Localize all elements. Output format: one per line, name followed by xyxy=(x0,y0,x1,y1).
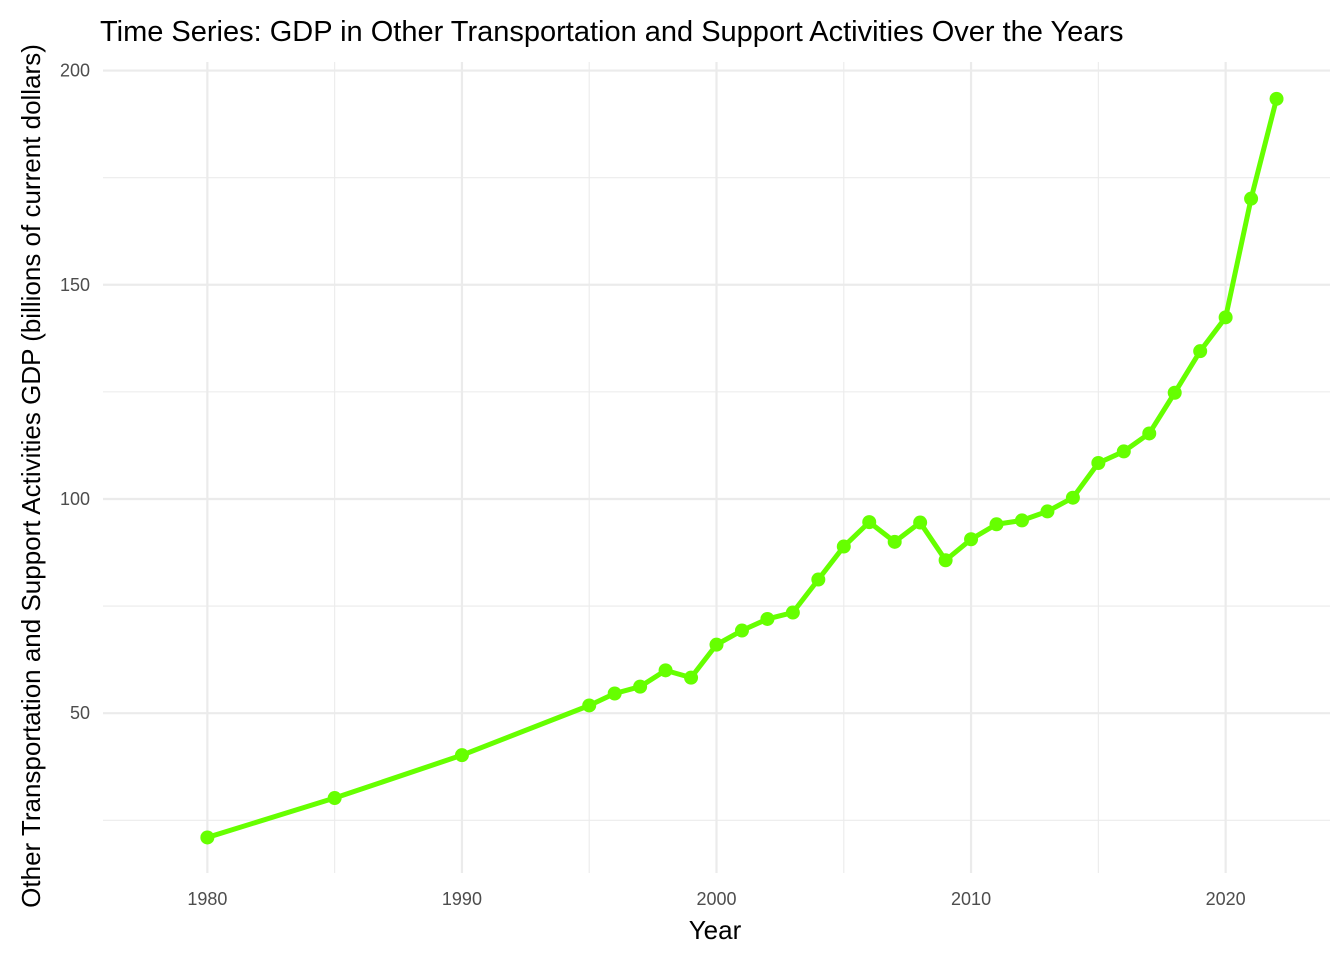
data-point xyxy=(1218,310,1233,325)
data-point xyxy=(989,517,1004,532)
y-tick-label: 150 xyxy=(60,275,90,295)
data-point xyxy=(862,515,877,530)
data-point xyxy=(1167,385,1182,400)
data-point xyxy=(327,791,342,806)
data-point xyxy=(658,663,673,678)
x-tick-label: 2010 xyxy=(951,889,991,909)
major-gridlines xyxy=(103,62,1330,873)
y-axis-title: Other Transportation and Support Activit… xyxy=(16,44,46,908)
x-axis-tick-labels: 1980 1990 2000 2010 2020 xyxy=(187,889,1245,909)
data-point xyxy=(1091,456,1106,471)
data-point xyxy=(454,748,469,763)
data-point xyxy=(887,534,902,549)
series-line xyxy=(204,96,1280,840)
y-tick-label: 50 xyxy=(70,703,90,723)
data-point xyxy=(1142,426,1157,441)
data-point xyxy=(938,553,953,568)
x-tick-label: 1990 xyxy=(442,889,482,909)
data-point xyxy=(1040,504,1055,519)
series-layer xyxy=(200,91,1284,845)
data-point xyxy=(607,686,622,701)
data-point xyxy=(684,670,699,685)
data-point xyxy=(734,623,749,638)
data-point xyxy=(1193,344,1208,359)
data-point xyxy=(760,611,775,626)
data-point xyxy=(785,605,800,620)
x-axis-title: Year xyxy=(689,915,742,945)
data-point xyxy=(709,637,724,652)
y-axis-tick-labels: 50 100 150 200 xyxy=(60,61,90,724)
data-point xyxy=(633,679,648,694)
chart-title: Time Series: GDP in Other Transportation… xyxy=(100,16,1124,48)
data-point xyxy=(913,515,928,530)
x-tick-label: 2020 xyxy=(1206,889,1246,909)
data-point xyxy=(1269,91,1284,106)
data-point xyxy=(836,539,851,554)
y-tick-label: 100 xyxy=(60,489,90,509)
data-point xyxy=(1244,191,1259,206)
data-point xyxy=(1014,513,1029,528)
x-tick-label: 2000 xyxy=(696,889,736,909)
data-point xyxy=(811,572,826,587)
data-point xyxy=(964,532,979,547)
data-point xyxy=(200,830,215,845)
data-point xyxy=(1065,490,1080,505)
y-tick-label: 200 xyxy=(60,61,90,81)
data-point xyxy=(1116,444,1131,459)
x-tick-label: 1980 xyxy=(187,889,227,909)
data-point xyxy=(582,698,597,713)
